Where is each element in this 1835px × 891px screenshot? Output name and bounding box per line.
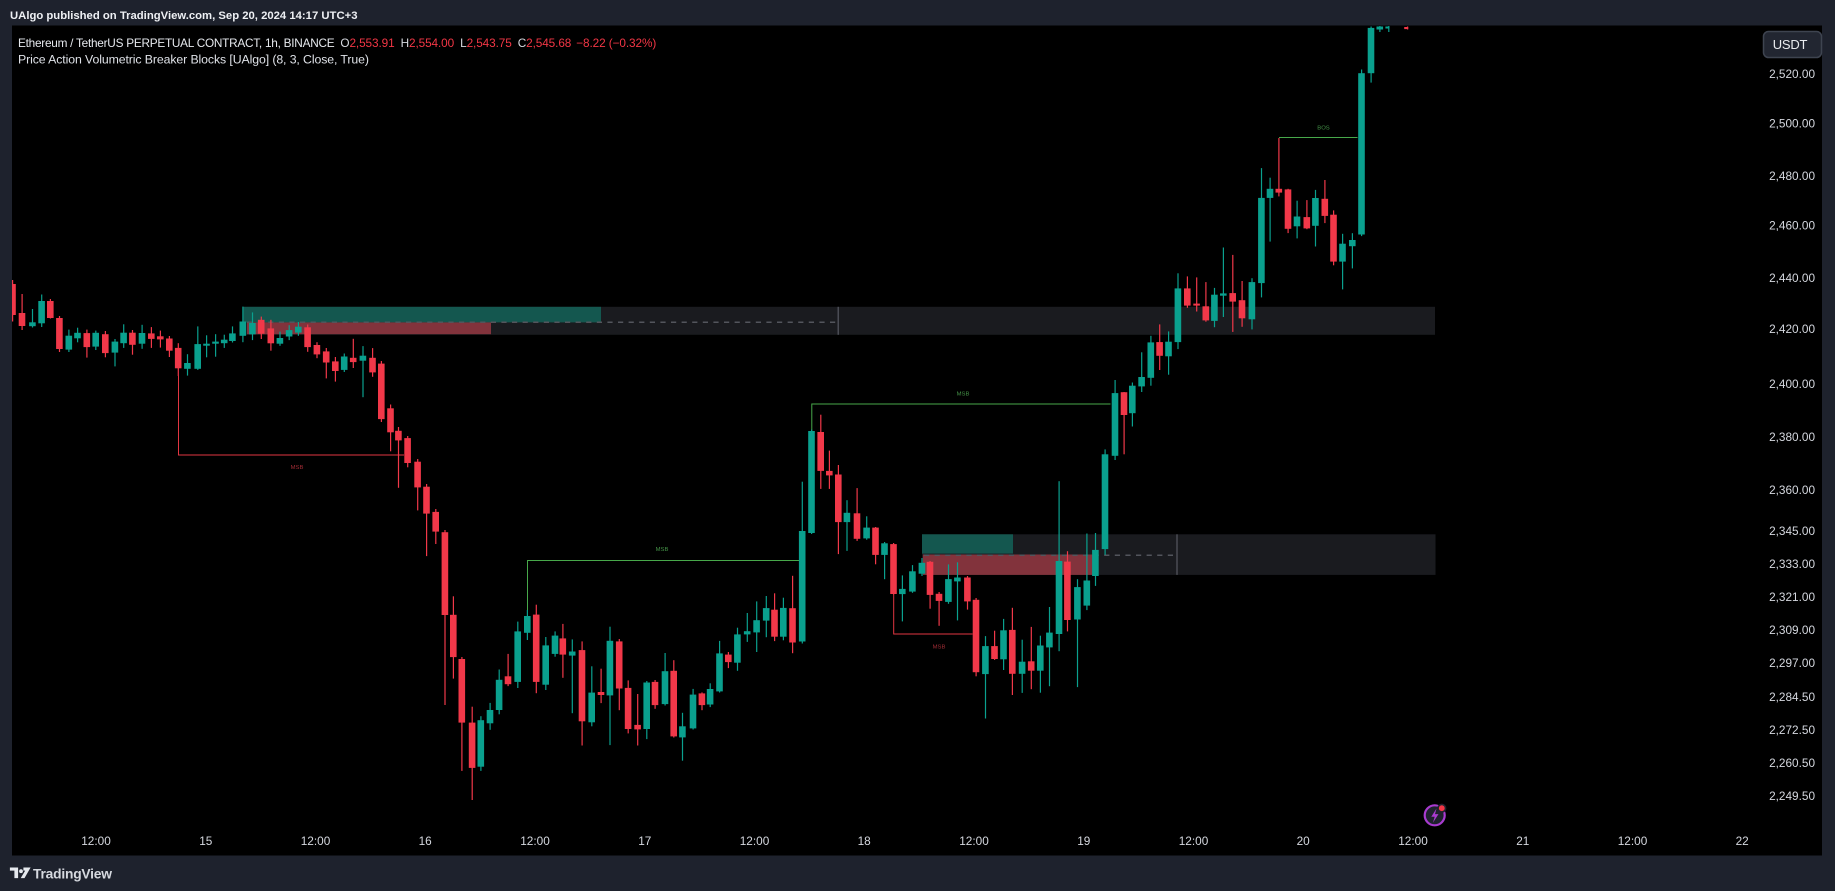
svg-text:2,360.00: 2,360.00 [1769,483,1815,497]
svg-text:Ethereum / TetherUS PERPETUAL: Ethereum / TetherUS PERPETUAL CONTRACT, … [18,36,656,50]
svg-text:2,420.00: 2,420.00 [1769,322,1815,336]
svg-text:2,520.00: 2,520.00 [1769,67,1815,81]
svg-text:2,460.00: 2,460.00 [1769,219,1815,233]
svg-text:MSB: MSB [933,645,946,651]
svg-text:2,284.50: 2,284.50 [1769,690,1815,704]
svg-text:12:00: 12:00 [959,834,989,848]
svg-text:2,480.00: 2,480.00 [1769,169,1815,183]
svg-text:2,260.50: 2,260.50 [1769,756,1815,770]
svg-text:MSB: MSB [957,392,970,398]
svg-text:2,345.00: 2,345.00 [1769,524,1815,538]
svg-text:17: 17 [638,834,651,848]
svg-text:12:00: 12:00 [1398,834,1428,848]
svg-text:21: 21 [1516,834,1529,848]
svg-text:TradingView: TradingView [33,866,112,881]
svg-text:USDT: USDT [1773,37,1808,52]
svg-text:19: 19 [1077,834,1090,848]
svg-text:12:00: 12:00 [520,834,550,848]
svg-text:16: 16 [419,834,433,848]
svg-text:MSB: MSB [291,465,304,471]
svg-text:2,333.00: 2,333.00 [1769,557,1815,571]
svg-text:2,321.00: 2,321.00 [1769,590,1815,604]
svg-text:2,272.50: 2,272.50 [1769,723,1815,737]
svg-text:12:00: 12:00 [81,834,111,848]
svg-text:20: 20 [1297,834,1311,848]
svg-text:2,440.00: 2,440.00 [1769,271,1815,285]
svg-text:UAlgo published on TradingView: UAlgo published on TradingView.com, Sep … [10,10,357,22]
svg-text:12:00: 12:00 [301,834,331,848]
svg-text:2,380.00: 2,380.00 [1769,430,1815,444]
svg-text:15: 15 [199,834,213,848]
svg-text:2,249.50: 2,249.50 [1769,789,1815,803]
svg-text:12:00: 12:00 [1179,834,1209,848]
svg-text:MSB: MSB [656,547,669,553]
svg-text:18: 18 [858,834,872,848]
svg-text:12:00: 12:00 [740,834,770,848]
svg-text:2,309.00: 2,309.00 [1769,623,1815,637]
svg-text:Price Action Volumetric Breake: Price Action Volumetric Breaker Blocks [… [18,53,369,67]
svg-text:2,297.00: 2,297.00 [1769,656,1815,670]
svg-text:22: 22 [1736,834,1749,848]
svg-text:2,400.00: 2,400.00 [1769,377,1815,391]
svg-text:BOS: BOS [1317,126,1330,132]
svg-text:12:00: 12:00 [1618,834,1648,848]
svg-text:2,500.00: 2,500.00 [1769,117,1815,131]
